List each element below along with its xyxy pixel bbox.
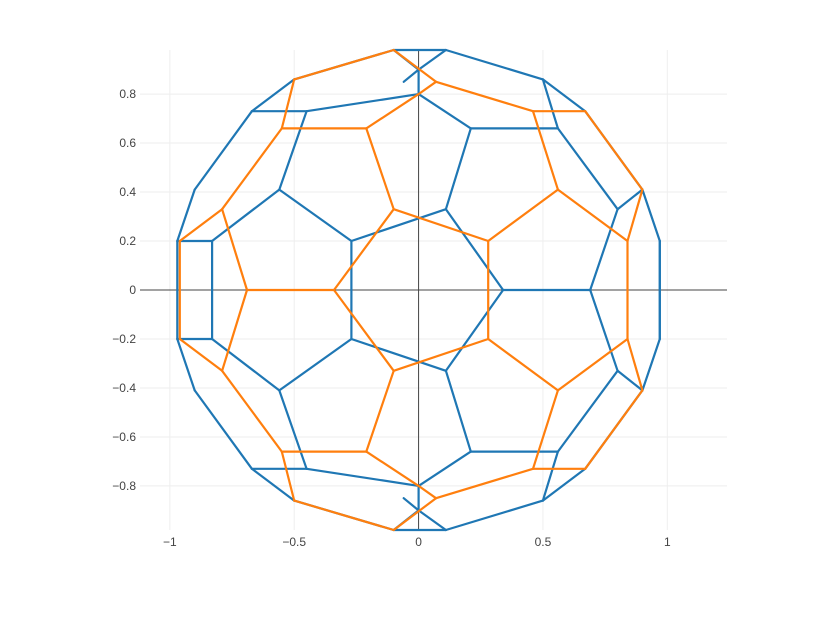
series-1-edge — [616, 188, 644, 211]
y-tick-label: 0.6 — [119, 136, 136, 150]
x-tick-label: −0.5 — [282, 535, 306, 549]
series-2-edge — [365, 127, 395, 211]
series-1-edge — [278, 337, 353, 392]
series-1-edge — [541, 78, 587, 113]
series-2-edge — [365, 92, 420, 130]
y-tick-label: 0.8 — [119, 87, 136, 101]
series-2-edge — [584, 110, 644, 191]
series-2-edge — [531, 110, 560, 191]
zero-lines — [140, 50, 727, 530]
series-2-edge — [293, 499, 395, 532]
series-1-edge — [176, 188, 196, 243]
series-1-edge — [417, 509, 447, 532]
x-tick-label: 0 — [415, 535, 422, 549]
series-1-edge — [305, 92, 420, 113]
series-1-edge — [444, 369, 472, 453]
series-1-edge — [556, 369, 619, 453]
series-1-edge — [305, 467, 420, 487]
series-2-edge — [392, 208, 490, 243]
series-2-edge — [487, 337, 560, 392]
series-1-edge — [250, 78, 296, 113]
series-1-edge — [444, 288, 505, 372]
x-tick-label: 1 — [664, 535, 671, 549]
series-1-edge — [278, 389, 308, 470]
y-tick-label: −0.8 — [112, 479, 136, 493]
x-tick-label: −1 — [163, 535, 177, 549]
series-2-edge — [392, 497, 438, 532]
series-1-edge — [402, 497, 420, 512]
series-1-edge — [641, 188, 661, 243]
series-2-edge — [332, 208, 395, 292]
series-2-edge — [221, 288, 249, 372]
series-1-edge — [193, 110, 253, 191]
series-1-edge — [193, 389, 253, 470]
series-1-edge — [641, 337, 661, 392]
series-2-edge — [626, 337, 644, 392]
series-1-edge — [444, 499, 545, 532]
series-2-edge — [392, 337, 490, 372]
series-1-edge — [616, 369, 644, 392]
series-2-edge — [178, 208, 224, 243]
series-2-edge — [178, 337, 224, 372]
series-1-edge — [541, 467, 587, 502]
series-1-edge — [211, 337, 281, 392]
y-tick-label: 0 — [129, 283, 136, 297]
series-2-edge — [531, 389, 560, 470]
series-2-edge — [417, 80, 438, 96]
y-tick-label: 0.2 — [119, 234, 136, 248]
y-tick-labels: −0.8 −0.6 −0.4 −0.2 0 0.2 0.4 0.6 0.8 — [112, 87, 136, 493]
series-2-edge — [556, 188, 629, 243]
series-1-edge — [278, 188, 353, 243]
series-2-edge — [280, 78, 296, 130]
y-tick-label: −0.2 — [112, 332, 136, 346]
grid-lines — [140, 50, 727, 530]
series-2-edge — [626, 188, 644, 243]
y-tick-label: −0.4 — [112, 381, 136, 395]
x-tick-label: 0.5 — [535, 535, 552, 549]
series-2-edge — [221, 208, 249, 292]
series-1-edge — [250, 467, 296, 502]
series-1-edge — [541, 450, 560, 502]
series-1-edge — [589, 288, 619, 372]
series-2-edge — [221, 127, 283, 211]
series-2-edge — [584, 389, 644, 470]
y-tick-label: 0.4 — [119, 185, 136, 199]
series-2-edge — [556, 337, 629, 392]
series-1-edge — [556, 127, 619, 211]
series-2-edge — [293, 48, 395, 81]
series-1-edge — [444, 48, 545, 81]
series-1-edge — [541, 78, 560, 130]
series-2-edge — [280, 450, 296, 502]
series-1-edge — [417, 48, 447, 71]
series-1-edge — [417, 450, 472, 487]
series-1-edge — [444, 208, 505, 292]
series-2-edge — [434, 80, 535, 113]
series-1-edge — [444, 127, 472, 211]
series-1-edge — [589, 208, 619, 292]
series-2-edge — [417, 484, 438, 500]
series-1-edge — [350, 208, 447, 243]
series-1-edge — [417, 92, 472, 130]
series-1-edge — [176, 337, 196, 392]
series-2-edge — [365, 369, 395, 453]
series-1-edge — [211, 188, 281, 243]
series-layer — [176, 48, 661, 532]
y-tick-label: −0.6 — [112, 430, 136, 444]
series-2-edge — [487, 188, 560, 243]
series-2-edge — [392, 48, 438, 83]
series-2-edge — [332, 288, 395, 372]
series-1-edge — [350, 337, 447, 372]
series-2-edge — [221, 369, 283, 453]
series-1-edge — [278, 110, 308, 191]
series-1-edge — [402, 68, 420, 83]
series-2 — [178, 48, 644, 532]
series-2-edge — [434, 467, 535, 500]
x-tick-labels: −1 −0.5 0 0.5 1 — [163, 535, 671, 549]
series-2-edge — [365, 450, 420, 487]
